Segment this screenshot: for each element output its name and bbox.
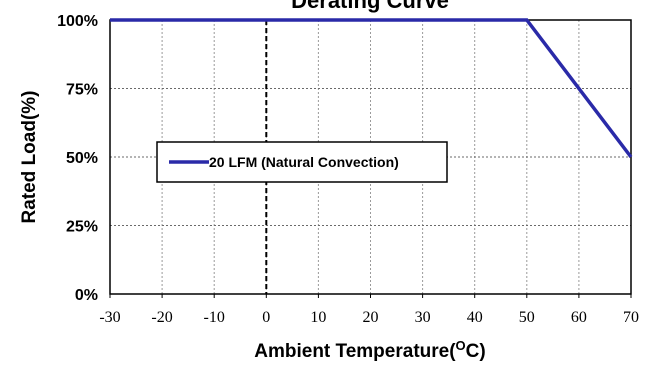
y-axis-label: Rated Load(%) (19, 91, 40, 224)
legend-label-0: 20 LFM (Natural Convection) (209, 154, 399, 170)
x-axis-label: Ambient Temperature(OC) (254, 338, 485, 361)
x-tick-label--20: -20 (151, 309, 172, 326)
y-tick-label-25: 25% (66, 219, 98, 236)
x-axis-label-unit: C) (466, 341, 486, 361)
x-tick-label-60: 60 (571, 309, 587, 326)
x-tick-label-70: 70 (623, 309, 639, 326)
x-tick-label--30: -30 (99, 309, 120, 326)
x-tick-label-40: 40 (467, 309, 483, 326)
y-tick-label-50: 50% (66, 150, 98, 167)
x-tick-label--10: -10 (204, 309, 225, 326)
y-tick-label-75: 75% (66, 82, 98, 99)
x-tick-label-10: 10 (310, 309, 326, 326)
x-axis-label-text: Ambient Temperature( (254, 341, 456, 361)
chart-title: Derating Curve (291, 0, 449, 13)
x-tick-label-50: 50 (519, 309, 535, 326)
x-tick-label-0: 0 (262, 309, 270, 326)
series-line-0 (110, 18, 633, 159)
x-axis-label-degree: O (456, 338, 466, 353)
legend: 20 LFM (Natural Convection) (156, 141, 448, 183)
y-tick-label-0: 0% (75, 287, 98, 304)
x-tick-label-20: 20 (363, 309, 379, 326)
y-tick-label-100: 100% (57, 13, 98, 30)
x-tick-label-30: 30 (415, 309, 431, 326)
